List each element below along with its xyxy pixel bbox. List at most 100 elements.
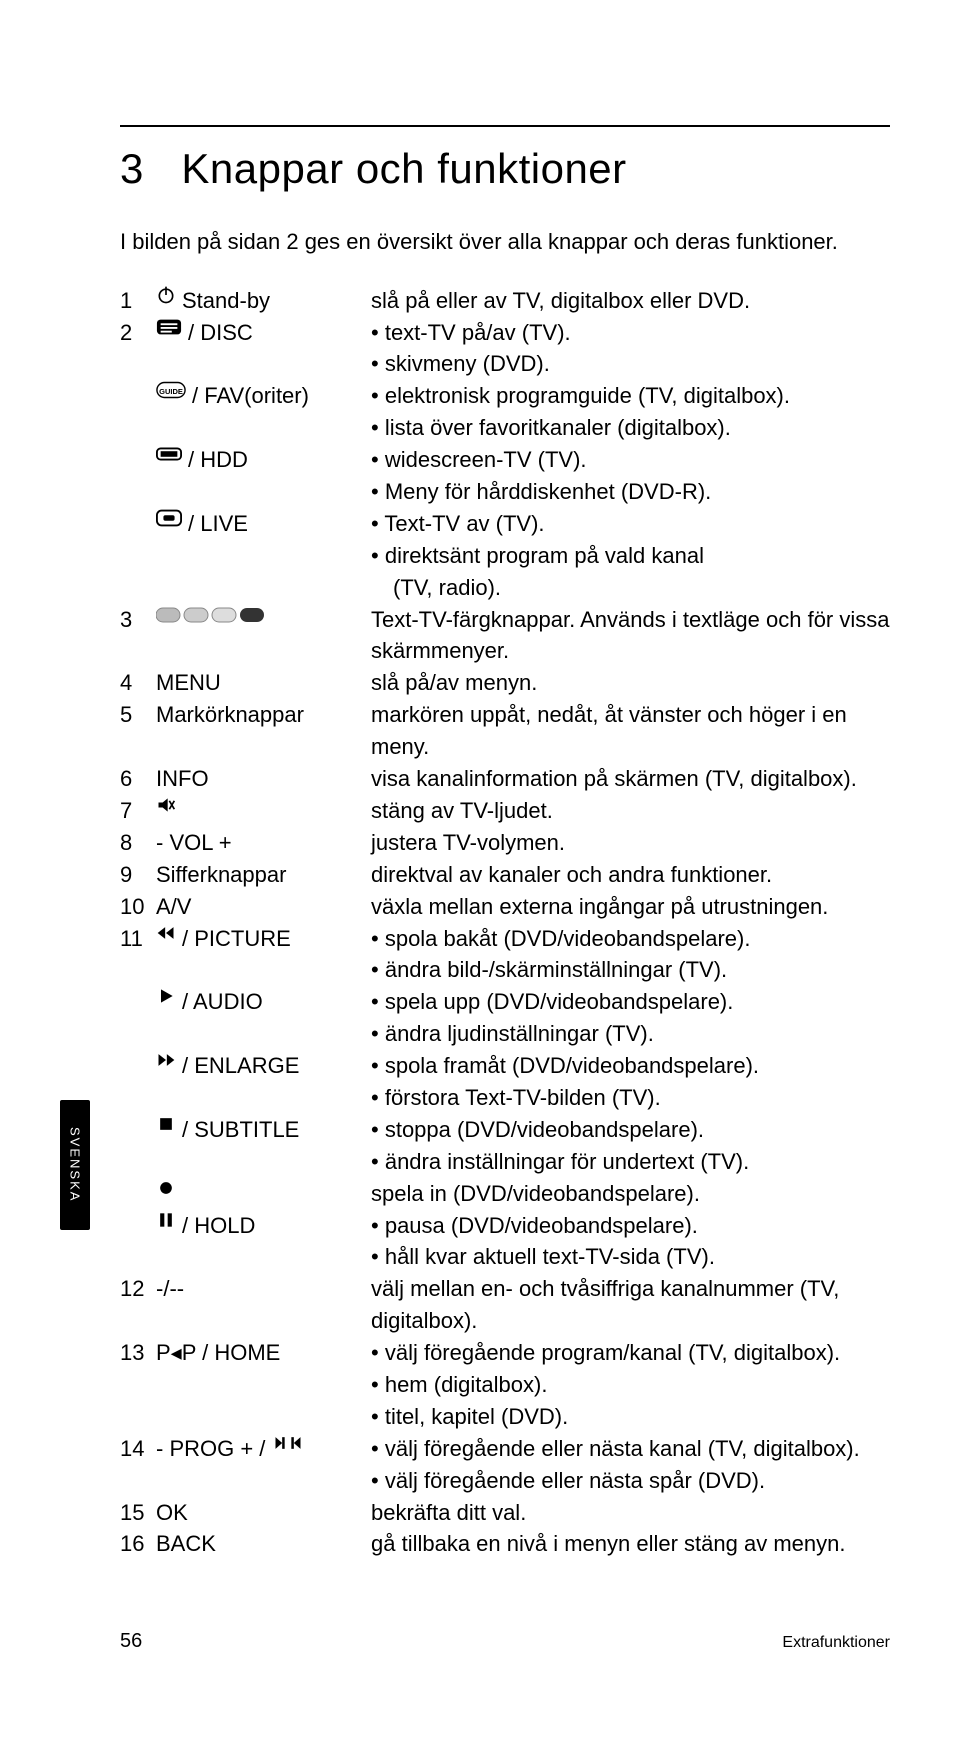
key-label: / HOLD xyxy=(182,1210,255,1242)
teletext-icon xyxy=(156,317,182,337)
row-key: / SUBTITLE xyxy=(156,1114,371,1146)
row-description: spola bakåt (DVD/videobandspelare).ändra… xyxy=(371,923,890,987)
rewind-icon xyxy=(156,923,176,943)
language-tab: SVENSKA xyxy=(60,1100,90,1230)
row-description: slå på/av menyn. xyxy=(371,667,890,699)
table-row: 14- PROG + / välj föregående eller nästa… xyxy=(120,1433,890,1497)
row-number: 15 xyxy=(120,1497,156,1529)
cancel-icon xyxy=(156,508,182,528)
row-number: 10 xyxy=(120,891,156,923)
row-key: / DISC xyxy=(156,317,371,349)
row-number: 2 xyxy=(120,317,156,349)
row-description: visa kanalinformation på skärmen (TV, di… xyxy=(371,763,890,795)
key-label: -/-- xyxy=(156,1273,184,1305)
row-description: slå på eller av TV, digitalbox eller DVD… xyxy=(371,285,890,317)
row-description: markören uppåt, nedåt, åt vänster och hö… xyxy=(371,699,890,763)
svg-text:GUIDE: GUIDE xyxy=(159,387,183,396)
row-key: / LIVE xyxy=(156,508,371,540)
row-description: justera TV-volymen. xyxy=(371,827,890,859)
table-row: 16BACKgå tillbaka en nivå i menyn eller … xyxy=(120,1528,890,1560)
key-label: - VOL + xyxy=(156,827,232,859)
row-key: OK xyxy=(156,1497,371,1529)
row-number: 5 xyxy=(120,699,156,731)
table-row: / HDDwidescreen-TV (TV).Meny för hårddis… xyxy=(120,444,890,508)
description-bullet: förstora Text-TV-bilden (TV). xyxy=(371,1082,890,1114)
row-key: Stand-by xyxy=(156,285,371,317)
table-row: 1Stand-byslå på eller av TV, digitalbox … xyxy=(120,285,890,317)
row-description: Text-TV-färgknappar. Används i textläge … xyxy=(371,604,890,668)
key-label: / ENLARGE xyxy=(182,1050,299,1082)
record-icon xyxy=(156,1178,176,1198)
table-row: / SUBTITLEstoppa (DVD/videobandspelare).… xyxy=(120,1114,890,1178)
description-text: slå på/av menyn. xyxy=(371,670,537,695)
row-description: välj mellan en- och tvåsiffriga kanalnum… xyxy=(371,1273,890,1337)
row-description: elektronisk programguide (TV, digitalbox… xyxy=(371,380,890,444)
chapter-title: Knappar och funktioner xyxy=(181,145,626,193)
row-key: P◂P / HOME xyxy=(156,1337,371,1369)
row-key: MENU xyxy=(156,667,371,699)
key-label: MENU xyxy=(156,667,221,699)
table-row: 15OKbekräfta ditt val. xyxy=(120,1497,890,1529)
page-content: 3 Knappar och funktioner I bilden på sid… xyxy=(120,125,890,1560)
intro-text: I bilden på sidan 2 ges en översikt över… xyxy=(120,227,890,257)
table-row: / ENLARGE spola framåt (DVD/videobandspel… xyxy=(120,1050,890,1114)
row-description: stäng av TV-ljudet. xyxy=(371,795,890,827)
row-key: / PICTURE xyxy=(156,923,371,955)
table-row: 11/ PICTUREspola bakåt (DVD/videobandspe… xyxy=(120,923,890,987)
key-label: / DISC xyxy=(188,317,253,349)
row-number: 12 xyxy=(120,1273,156,1305)
table-row: spela in (DVD/videobandspelare). xyxy=(120,1178,890,1210)
description-bullet: pausa (DVD/videobandspelare). xyxy=(371,1210,890,1242)
row-description: Text-TV av (TV).direktsänt program på va… xyxy=(371,508,890,604)
description-bullet: direktsänt program på vald kanal(TV, rad… xyxy=(371,540,890,604)
mute-icon xyxy=(156,795,176,815)
row-description: spola framåt (DVD/videobandspelare).förs… xyxy=(371,1050,890,1114)
key-label: / LIVE xyxy=(188,508,248,540)
description-bullet: skivmeny (DVD). xyxy=(371,348,890,380)
row-key xyxy=(156,1178,371,1198)
row-description: växla mellan externa ingångar på utrustn… xyxy=(371,891,890,923)
description-text: spela in (DVD/videobandspelare). xyxy=(371,1181,700,1206)
row-description: spela upp (DVD/videobandspelare).ändra l… xyxy=(371,986,890,1050)
description-text: visa kanalinformation på skärmen (TV, di… xyxy=(371,766,857,791)
description-text: välj mellan en- och tvåsiffriga kanalnum… xyxy=(371,1276,839,1333)
row-number: 13 xyxy=(120,1337,156,1369)
row-number: 9 xyxy=(120,859,156,891)
row-number: 14 xyxy=(120,1433,156,1465)
row-key: - PROG + / xyxy=(156,1433,371,1465)
description-bullet: Text-TV av (TV). xyxy=(371,508,890,540)
description-bullet: spela upp (DVD/videobandspelare). xyxy=(371,986,890,1018)
row-key: Sifferknappar xyxy=(156,859,371,891)
table-row: / LIVE Text-TV av (TV).direktsänt program… xyxy=(120,508,890,604)
table-row: 13P◂P / HOMEvälj föregående program/kana… xyxy=(120,1337,890,1433)
pause-icon xyxy=(156,1210,176,1230)
row-description: välj föregående eller nästa kanal (TV, d… xyxy=(371,1433,890,1497)
row-key: -/-- xyxy=(156,1273,371,1305)
description-text: gå tillbaka en nivå i menyn eller stäng … xyxy=(371,1531,845,1556)
row-description: stoppa (DVD/videobandspelare).ändra inst… xyxy=(371,1114,890,1178)
table-row: GUIDE/ FAV(oriter)elektronisk programgui… xyxy=(120,380,890,444)
description-bullet: spola framåt (DVD/videobandspelare). xyxy=(371,1050,890,1082)
key-label: / AUDIO xyxy=(182,986,263,1018)
row-description: direktval av kanaler och andra funktione… xyxy=(371,859,890,891)
table-row: 8- VOL +justera TV-volymen. xyxy=(120,827,890,859)
row-key: Markörknappar xyxy=(156,699,371,731)
description-bullet: ändra bild-/skärminställningar (TV). xyxy=(371,954,890,986)
description-bullet: håll kvar aktuell text-TV-sida (TV). xyxy=(371,1241,890,1273)
row-key: INFO xyxy=(156,763,371,795)
table-row: 12-/-- välj mellan en- och tvåsiffriga ka… xyxy=(120,1273,890,1337)
row-description: pausa (DVD/videobandspelare).håll kvar a… xyxy=(371,1210,890,1274)
key-label: / HDD xyxy=(188,444,248,476)
row-number: 3 xyxy=(120,604,156,636)
table-row: / HOLD pausa (DVD/videobandspelare).håll … xyxy=(120,1210,890,1274)
description-text: bekräfta ditt val. xyxy=(371,1500,526,1525)
description-bullet: text-TV på/av (TV). xyxy=(371,317,890,349)
skip-icon xyxy=(271,1433,305,1453)
row-key: / HDD xyxy=(156,444,371,476)
colorbtns-icon xyxy=(156,604,266,626)
page-number: 56 xyxy=(120,1630,142,1653)
description-bullet: Meny för hårddiskenhet (DVD-R). xyxy=(371,476,890,508)
row-number: 4 xyxy=(120,667,156,699)
description-bullet: välj föregående program/kanal (TV, digit… xyxy=(371,1337,890,1369)
key-label: BACK xyxy=(156,1528,216,1560)
